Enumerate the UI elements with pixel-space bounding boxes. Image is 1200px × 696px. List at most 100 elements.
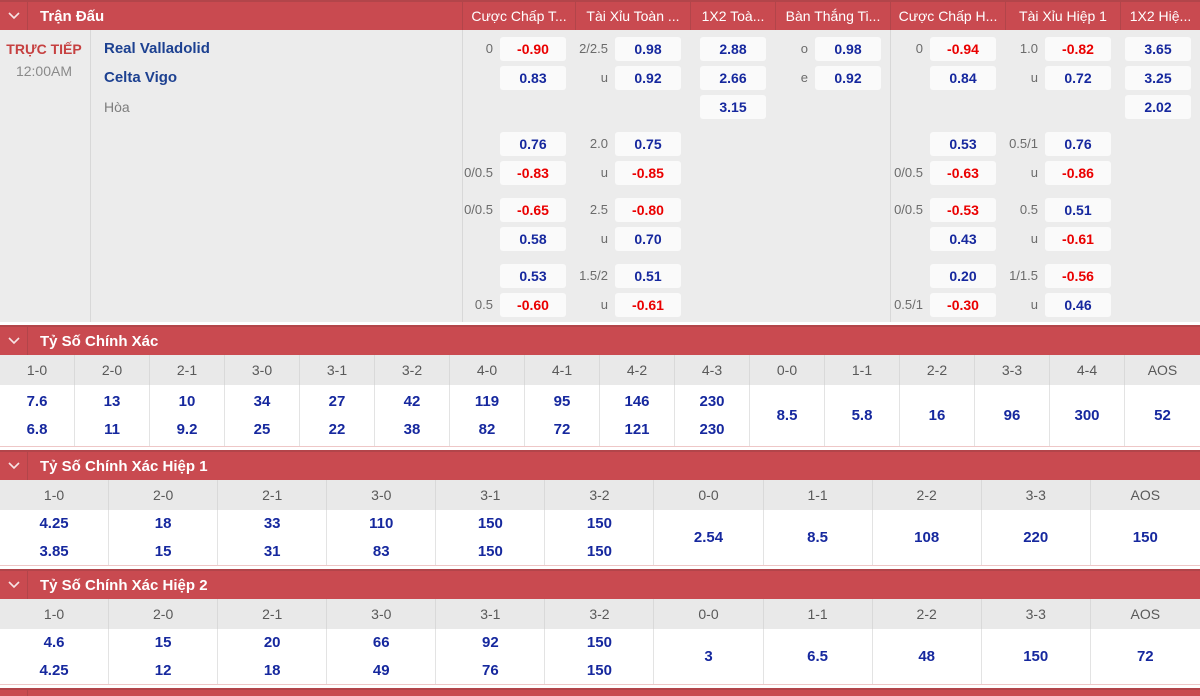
odds-chip[interactable]: 0.98 [615, 36, 681, 61]
score-odds[interactable]: 5.8 [851, 406, 873, 424]
odds-chip[interactable]: -0.85 [615, 160, 681, 185]
score-odds[interactable]: 150 [586, 542, 612, 560]
odds-chip[interactable]: 0.92 [815, 65, 881, 90]
score-odds[interactable]: 34 [253, 392, 271, 410]
odds-chip[interactable]: 0.51 [615, 263, 681, 288]
score-odds[interactable]: 9.2 [176, 420, 198, 438]
score-odds[interactable]: 72 [1136, 647, 1154, 665]
odds-chip[interactable]: -0.53 [930, 197, 996, 222]
odds-chip[interactable]: 0.76 [500, 131, 566, 156]
score-odds[interactable]: 52 [1154, 406, 1171, 424]
score-odds[interactable]: 4.25 [39, 661, 69, 679]
score-odds[interactable]: 150 [477, 542, 503, 560]
column-header-over-under-h1[interactable]: Tài Xỉu Hiệp 1 [1005, 2, 1120, 30]
odds-chip[interactable]: -0.63 [930, 160, 996, 185]
score-odds[interactable]: 10 [178, 392, 196, 410]
score-odds[interactable]: 7.6 [26, 392, 48, 410]
score-odds[interactable]: 119 [474, 392, 500, 410]
score-odds[interactable]: 300 [1074, 406, 1100, 424]
score-odds[interactable]: 16 [928, 406, 946, 424]
odds-chip[interactable]: 0.53 [930, 131, 996, 156]
odds-chip[interactable]: -0.90 [500, 36, 566, 61]
score-odds[interactable]: 38 [403, 420, 421, 438]
odds-chip[interactable]: -0.56 [1045, 263, 1111, 288]
odds-chip[interactable]: -0.30 [930, 292, 996, 317]
score-odds[interactable]: 66 [372, 633, 390, 651]
column-header-over-under-ft[interactable]: Tài Xỉu Toàn ... [575, 2, 690, 30]
score-odds[interactable]: 72 [553, 420, 571, 438]
odds-chip[interactable]: 0.84 [930, 65, 996, 90]
score-odds[interactable]: 3 [704, 647, 713, 665]
score-odds[interactable]: 150 [586, 661, 612, 679]
odds-chip[interactable]: 2.66 [700, 65, 766, 90]
score-odds[interactable]: 15 [154, 633, 172, 651]
odds-chip[interactable]: -0.61 [1045, 226, 1111, 251]
score-odds[interactable]: 150 [477, 514, 503, 532]
odds-chip[interactable]: 0.51 [1045, 197, 1111, 222]
odds-chip[interactable]: 0.70 [615, 226, 681, 251]
score-odds[interactable]: 108 [914, 528, 940, 546]
score-odds[interactable]: 92 [482, 633, 499, 651]
score-odds[interactable]: 8.5 [776, 406, 798, 424]
chevron-down-icon[interactable] [0, 690, 28, 696]
score-odds[interactable]: 18 [154, 514, 172, 532]
odds-chip[interactable]: 0.72 [1045, 65, 1111, 90]
score-odds[interactable]: 18 [263, 661, 281, 679]
odds-chip[interactable]: 0.20 [930, 263, 996, 288]
odds-chip[interactable]: 0.76 [1045, 131, 1111, 156]
score-odds[interactable]: 150 [586, 633, 612, 651]
odds-chip[interactable]: -0.94 [930, 36, 996, 61]
score-odds[interactable]: 95 [553, 392, 571, 410]
odds-chip[interactable]: 0.58 [500, 226, 566, 251]
score-odds[interactable]: 150 [1132, 528, 1158, 546]
score-odds[interactable]: 150 [1023, 647, 1049, 665]
score-odds[interactable]: 150 [586, 514, 612, 532]
score-odds[interactable]: 4.6 [43, 633, 65, 651]
chevron-down-icon[interactable] [0, 2, 28, 30]
odds-chip[interactable]: 2.02 [1125, 94, 1191, 119]
odds-chip[interactable]: 0.75 [615, 131, 681, 156]
score-odds[interactable]: 83 [372, 542, 390, 560]
odds-chip[interactable]: -0.83 [500, 160, 566, 185]
odds-chip[interactable]: -0.60 [500, 292, 566, 317]
chevron-down-icon[interactable] [0, 327, 28, 355]
score-odds[interactable]: 76 [482, 661, 499, 679]
score-odds[interactable]: 3.85 [39, 542, 69, 560]
odds-chip[interactable]: 0.43 [930, 226, 996, 251]
odds-chip[interactable]: 3.65 [1125, 36, 1191, 61]
score-odds[interactable]: 4.25 [39, 514, 69, 532]
score-odds[interactable]: 20 [263, 633, 281, 651]
score-odds[interactable]: 6.5 [807, 647, 829, 665]
odds-chip[interactable]: 0.83 [500, 65, 566, 90]
column-header-handicap-h1[interactable]: Cược Chấp H... [890, 2, 1005, 30]
column-header-goals-ft[interactable]: Bàn Thắng Ti... [775, 2, 890, 30]
score-odds[interactable]: 31 [263, 542, 281, 560]
score-odds[interactable]: 121 [624, 420, 650, 438]
score-odds[interactable]: 6.8 [26, 420, 48, 438]
odds-chip[interactable]: 0.98 [815, 36, 881, 61]
score-odds[interactable]: 22 [328, 420, 346, 438]
column-header-1x2-h1[interactable]: 1X2 Hiệ... [1120, 2, 1200, 30]
score-odds[interactable]: 8.5 [807, 528, 829, 546]
odds-chip[interactable]: 0.53 [500, 263, 566, 288]
odds-chip[interactable]: 2.88 [700, 36, 766, 61]
score-odds[interactable]: 230 [699, 420, 725, 438]
score-odds[interactable]: 49 [372, 661, 390, 679]
odds-chip[interactable]: -0.61 [615, 292, 681, 317]
odds-chip[interactable]: -0.80 [615, 197, 681, 222]
score-odds[interactable]: 25 [253, 420, 271, 438]
score-odds[interactable]: 220 [1023, 528, 1049, 546]
chevron-down-icon[interactable] [0, 571, 28, 599]
score-odds[interactable]: 27 [328, 392, 346, 410]
score-odds[interactable]: 96 [1003, 406, 1021, 424]
odds-chip[interactable]: 3.25 [1125, 65, 1191, 90]
score-odds[interactable]: 13 [103, 392, 121, 410]
odds-chip[interactable]: -0.86 [1045, 160, 1111, 185]
score-odds[interactable]: 11 [104, 420, 120, 438]
score-odds[interactable]: 110 [369, 514, 394, 532]
score-odds[interactable]: 42 [403, 392, 421, 410]
score-odds[interactable]: 82 [478, 420, 496, 438]
odds-chip[interactable]: 0.92 [615, 65, 681, 90]
column-header-handicap-ft[interactable]: Cược Chấp T... [462, 2, 575, 30]
score-odds[interactable]: 230 [699, 392, 725, 410]
